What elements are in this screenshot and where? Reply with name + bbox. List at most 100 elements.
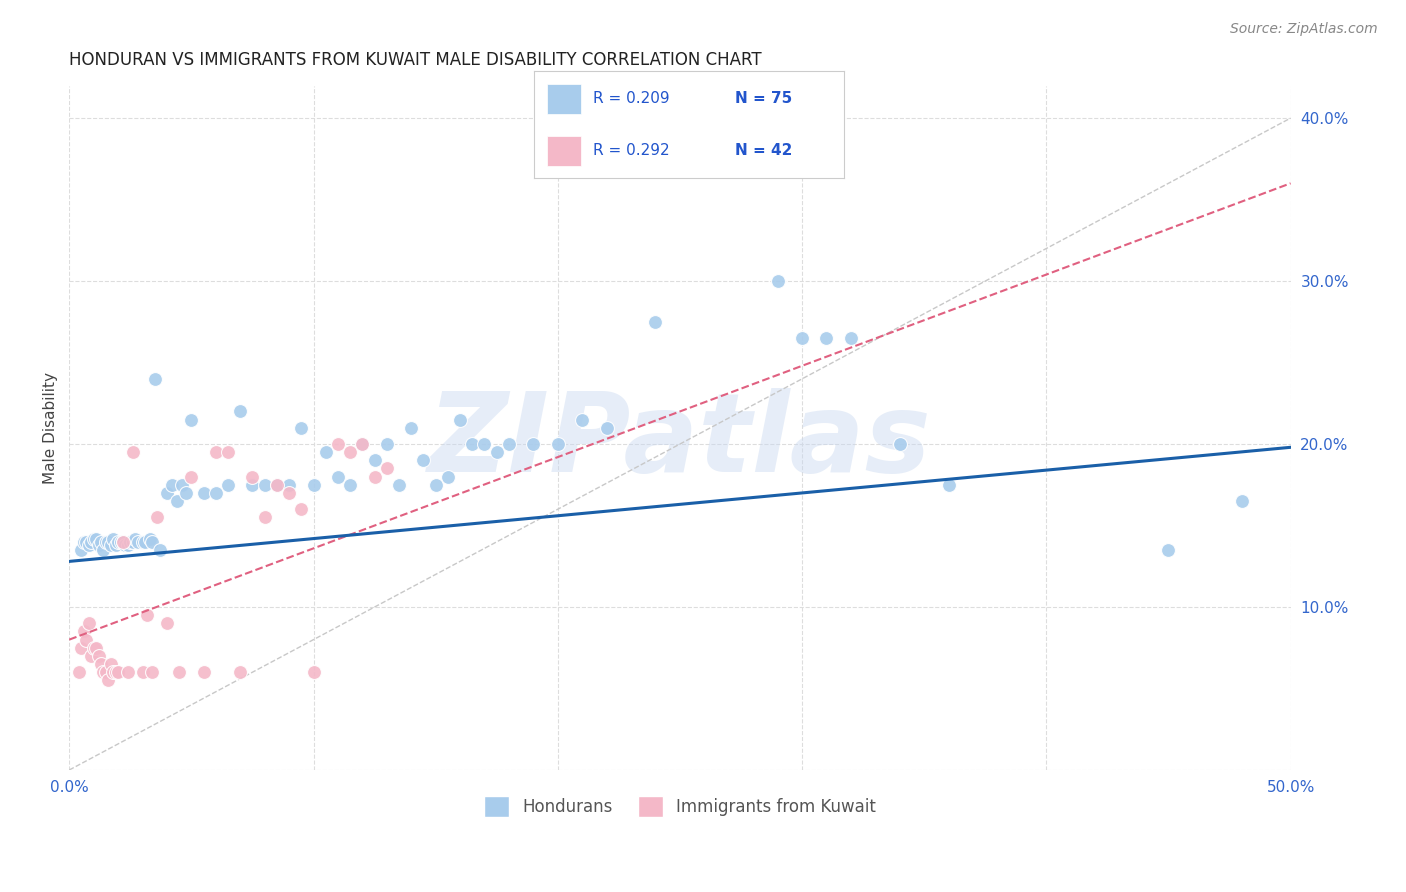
Point: [242, 477, 264, 491]
Point: [131, 665, 153, 680]
Point: [121, 534, 143, 549]
Point: [193, 486, 215, 500]
Point: [278, 486, 301, 500]
Point: [73, 534, 96, 549]
Point: [790, 331, 813, 345]
Point: [77, 538, 100, 552]
Point: [889, 437, 911, 451]
Bar: [547, 84, 581, 114]
Point: [498, 437, 520, 451]
Point: [229, 665, 252, 680]
Point: [217, 477, 239, 491]
Point: [75, 632, 97, 647]
Point: [131, 534, 153, 549]
Text: N = 75: N = 75: [735, 91, 793, 106]
Point: [363, 453, 385, 467]
Point: [160, 477, 183, 491]
Point: [766, 274, 789, 288]
Legend: Hondurans, Immigrants from Kuwait: Hondurans, Immigrants from Kuwait: [477, 789, 883, 823]
Point: [73, 624, 96, 639]
Point: [547, 437, 569, 451]
Point: [139, 532, 162, 546]
Point: [121, 445, 143, 459]
Point: [93, 543, 115, 558]
Point: [110, 534, 132, 549]
Text: R = 0.209: R = 0.209: [593, 91, 669, 106]
Point: [180, 412, 202, 426]
Text: R = 0.292: R = 0.292: [593, 143, 669, 158]
Point: [167, 665, 190, 680]
Point: [302, 665, 325, 680]
Point: [352, 437, 374, 451]
Point: [94, 665, 117, 680]
Point: [571, 412, 593, 426]
Point: [141, 534, 163, 549]
Point: [290, 421, 312, 435]
Point: [84, 532, 107, 546]
Y-axis label: Male Disability: Male Disability: [44, 372, 58, 483]
Text: Source: ZipAtlas.com: Source: ZipAtlas.com: [1230, 22, 1378, 37]
Point: [100, 657, 122, 671]
Point: [93, 665, 115, 680]
Point: [104, 538, 127, 552]
Point: [375, 437, 398, 451]
Point: [107, 665, 129, 680]
Point: [75, 534, 97, 549]
Point: [266, 477, 288, 491]
Point: [97, 673, 120, 688]
Point: [77, 616, 100, 631]
Text: N = 42: N = 42: [735, 143, 793, 158]
Point: [156, 616, 179, 631]
Point: [326, 437, 349, 451]
Point: [87, 538, 110, 552]
Point: [217, 445, 239, 459]
Point: [103, 532, 125, 546]
Point: [67, 665, 90, 680]
Point: [302, 477, 325, 491]
Point: [170, 477, 193, 491]
Text: ZIPatlas: ZIPatlas: [427, 388, 932, 495]
Point: [437, 469, 460, 483]
Point: [80, 648, 103, 663]
Point: [104, 665, 127, 680]
Point: [84, 640, 107, 655]
Text: HONDURAN VS IMMIGRANTS FROM KUWAIT MALE DISABILITY CORRELATION CHART: HONDURAN VS IMMIGRANTS FROM KUWAIT MALE …: [69, 51, 762, 69]
Point: [146, 510, 169, 524]
Point: [127, 534, 149, 549]
Point: [87, 648, 110, 663]
Point: [111, 534, 134, 549]
Point: [80, 534, 103, 549]
Point: [253, 510, 276, 524]
Point: [839, 331, 862, 345]
Point: [815, 331, 838, 345]
Point: [229, 404, 252, 418]
Point: [83, 640, 105, 655]
Point: [595, 421, 617, 435]
Point: [204, 445, 226, 459]
Point: [114, 538, 136, 552]
Point: [141, 665, 163, 680]
Point: [70, 543, 93, 558]
Point: [193, 665, 215, 680]
Point: [90, 657, 112, 671]
Point: [938, 477, 960, 491]
Point: [1157, 543, 1180, 558]
Point: [278, 477, 301, 491]
Point: [100, 538, 122, 552]
Point: [425, 477, 447, 491]
Point: [412, 453, 434, 467]
Point: [156, 486, 179, 500]
Point: [70, 640, 93, 655]
Point: [399, 421, 422, 435]
Point: [143, 372, 166, 386]
Bar: [547, 136, 581, 166]
Point: [644, 315, 666, 329]
Point: [315, 445, 337, 459]
Point: [363, 469, 385, 483]
Point: [474, 437, 496, 451]
Point: [522, 437, 544, 451]
Point: [1230, 494, 1253, 508]
Point: [266, 477, 288, 491]
Point: [388, 477, 411, 491]
Point: [111, 534, 134, 549]
